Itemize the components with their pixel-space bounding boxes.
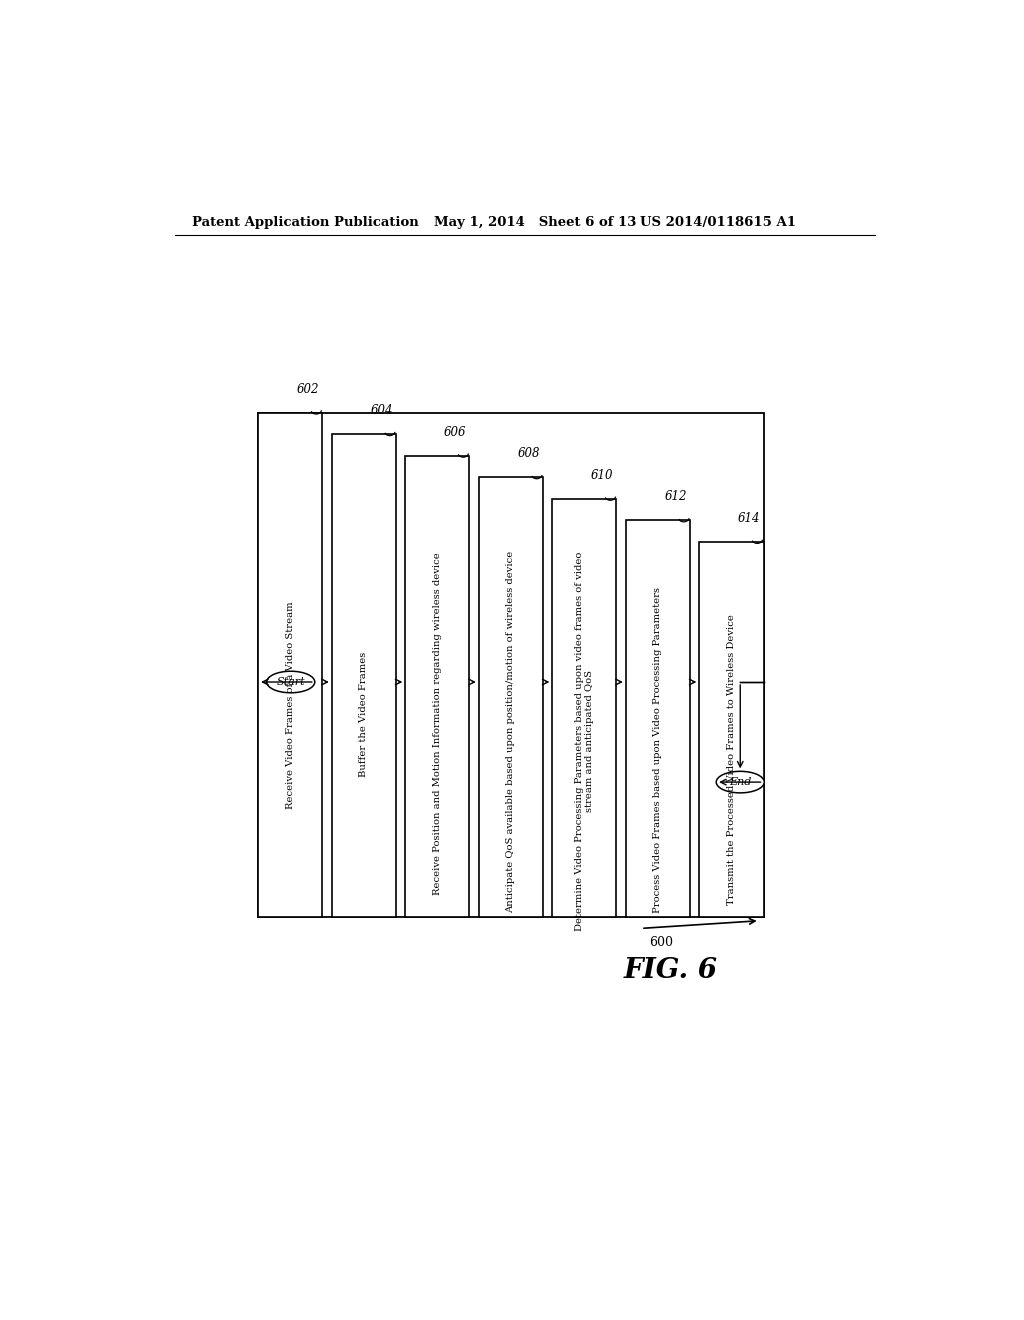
Text: 608: 608	[517, 447, 540, 461]
Bar	[258, 412, 323, 917]
Bar	[258, 412, 764, 917]
Text: Transmit the Processed Video Frames to Wireless Device: Transmit the Processed Video Frames to W…	[727, 614, 736, 904]
Text: Anticipate QoS available based upon position/motion of wireless device: Anticipate QoS available based upon posi…	[506, 550, 515, 913]
Text: US 2014/0118615 A1: US 2014/0118615 A1	[640, 215, 796, 228]
Text: 600: 600	[649, 936, 673, 949]
Ellipse shape	[266, 671, 314, 693]
Bar	[406, 455, 469, 917]
Text: 606: 606	[443, 425, 466, 438]
Text: 610: 610	[591, 469, 613, 482]
Bar	[699, 543, 764, 917]
Text: Receive Video Frames of a Video Stream: Receive Video Frames of a Video Stream	[286, 601, 295, 809]
Text: FIG. 6: FIG. 6	[624, 957, 718, 985]
Bar	[552, 499, 616, 917]
Text: May 1, 2014   Sheet 6 of 13: May 1, 2014 Sheet 6 of 13	[434, 215, 637, 228]
Text: Start: Start	[276, 677, 305, 686]
Text: Determine Video Processing Parameters based upon video frames of video
stream an: Determine Video Processing Parameters ba…	[574, 552, 594, 931]
Bar	[479, 478, 543, 917]
Text: Process Video Frames based upon Video Processing Parameters: Process Video Frames based upon Video Pr…	[653, 587, 663, 913]
Ellipse shape	[716, 771, 764, 793]
Text: Receive Position and Motion Information regarding wireless device: Receive Position and Motion Information …	[433, 552, 441, 895]
Bar	[332, 434, 396, 917]
Text: 602: 602	[297, 383, 319, 396]
Text: 614: 614	[738, 512, 761, 525]
Text: 612: 612	[665, 490, 687, 503]
Text: End: End	[729, 777, 752, 787]
Bar	[626, 520, 690, 917]
Text: 604: 604	[371, 404, 393, 417]
Text: Buffer the Video Frames: Buffer the Video Frames	[359, 652, 369, 776]
Text: Patent Application Publication: Patent Application Publication	[191, 215, 418, 228]
